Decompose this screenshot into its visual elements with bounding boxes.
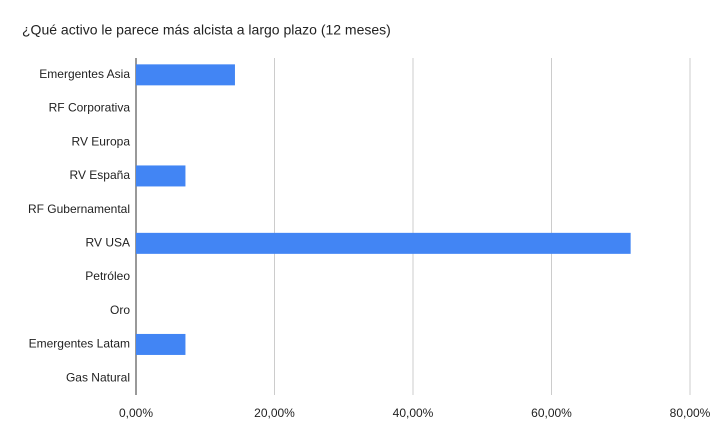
y-tick-label: Gas Natural (66, 370, 130, 384)
bar (136, 333, 186, 355)
y-tick-label: Emergentes Asia (39, 67, 130, 81)
y-tick-label: RV Europa (72, 134, 131, 148)
x-tick-label: 40,00% (393, 406, 434, 420)
y-tick-label: Petróleo (85, 269, 130, 283)
y-tick-label: RF Gubernamental (28, 202, 130, 216)
y-tick-label: RV España (70, 168, 131, 182)
x-tick-label: 60,00% (531, 406, 572, 420)
y-tick-label: RV USA (86, 236, 130, 250)
y-tick-label: Oro (110, 303, 130, 317)
chart-title: ¿Qué activo le parece más alcista a larg… (22, 22, 391, 38)
y-tick-label: RF Corporativa (49, 101, 131, 115)
y-tick-label: Emergentes Latam (29, 337, 130, 351)
bar (136, 64, 235, 86)
x-tick-label: 20,00% (254, 406, 295, 420)
x-tick-label: 0,00% (119, 406, 153, 420)
bar (136, 165, 186, 187)
x-tick-label: 80,00% (670, 406, 711, 420)
bar (136, 232, 631, 254)
